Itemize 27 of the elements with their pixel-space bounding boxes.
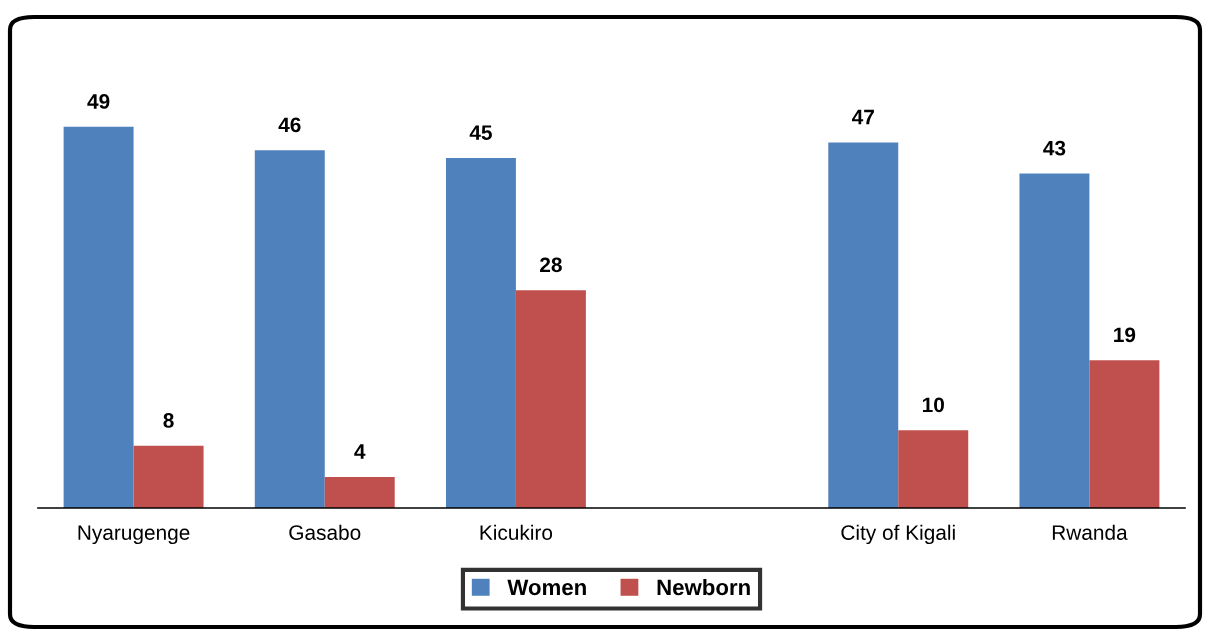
x-tick-label: Nyarugenge bbox=[78, 525, 190, 545]
bar bbox=[515, 290, 586, 508]
bar bbox=[828, 142, 899, 508]
data-label: 46 bbox=[278, 117, 301, 133]
bar bbox=[898, 430, 969, 508]
x-tick-label: Gasabo bbox=[289, 524, 361, 540]
legend-label: Newborn bbox=[657, 578, 750, 596]
bar bbox=[133, 445, 204, 508]
x-tick-label: City of Kigali bbox=[841, 524, 955, 545]
data-label: 8 bbox=[163, 413, 174, 428]
bar bbox=[445, 157, 516, 508]
data-label: 43 bbox=[1043, 140, 1066, 156]
x-tick-label: Kicukiro bbox=[480, 524, 553, 540]
data-label: 4 bbox=[354, 444, 366, 459]
data-label: 47 bbox=[852, 109, 874, 125]
bar bbox=[1089, 360, 1160, 508]
bar bbox=[63, 126, 134, 508]
data-label: 19 bbox=[1114, 327, 1136, 343]
bar bbox=[254, 150, 325, 508]
x-tick-label: Rwanda bbox=[1052, 524, 1128, 540]
data-label: 28 bbox=[540, 257, 562, 273]
data-label: 10 bbox=[922, 397, 944, 413]
data-label: 49 bbox=[87, 94, 110, 109]
bar bbox=[1019, 173, 1090, 508]
bar bbox=[324, 476, 395, 508]
data-label: 45 bbox=[469, 125, 492, 140]
legend-label: Women bbox=[507, 579, 586, 596]
